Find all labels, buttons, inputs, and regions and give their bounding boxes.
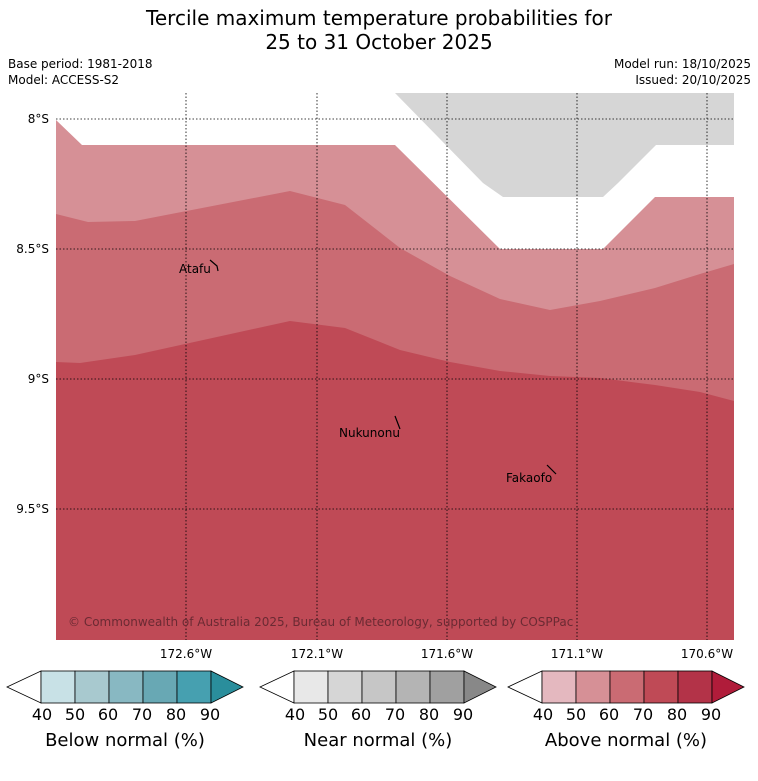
cbar-below-tick: 70 <box>131 705 153 724</box>
cbar-above-bin-5 <box>677 670 713 704</box>
cbar-above-tick: 50 <box>565 705 587 724</box>
cbar-above-tick: 90 <box>700 705 722 724</box>
cbar-near-bin-5 <box>429 670 465 704</box>
cbar-below-bin-4 <box>142 670 178 704</box>
cbar-near-bin-2 <box>327 670 363 704</box>
cbar-above-bin-2 <box>575 670 611 704</box>
cbar-near-bin-1 <box>293 670 329 704</box>
lon-label-170-6w: 170.6°W <box>681 647 733 661</box>
cbar-near-tick: 70 <box>384 705 406 724</box>
cbar-above-tick: 80 <box>666 705 688 724</box>
colorbar-below-normal <box>6 670 244 704</box>
cbar-above-bin-4 <box>643 670 679 704</box>
lat-label-8-5s: 8.5°S <box>16 242 49 256</box>
lat-label-9-5s: 9.5°S <box>16 502 49 516</box>
copyright-notice: © Commonwealth of Australia 2025, Bureau… <box>68 615 573 629</box>
cbar-near-tick: 80 <box>418 705 440 724</box>
meta-left: Base period: 1981-2018 Model: ACCESS-S2 <box>8 56 153 88</box>
map-title-line-1: Tercile maximum temperature probabilitie… <box>146 6 612 30</box>
cbar-below-tick: 50 <box>64 705 86 724</box>
cbar-above-tick: 70 <box>632 705 654 724</box>
cbar-below-tick: 90 <box>199 705 221 724</box>
cbar-above-bin-1 <box>541 670 577 704</box>
cbar-near-tick: 60 <box>350 705 372 724</box>
cbar-near-tick: 50 <box>317 705 339 724</box>
cbar-below-tick: 40 <box>31 705 53 724</box>
lon-label-172-6w: 172.6°W <box>160 647 212 661</box>
cbar-above-tick: 40 <box>532 705 554 724</box>
base-period: Base period: 1981-2018 <box>8 57 153 71</box>
cbar-near-tick: 90 <box>452 705 474 724</box>
cbar-above-tick: 60 <box>598 705 620 724</box>
meta-right: Model run: 18/10/2025 Issued: 20/10/2025 <box>614 56 751 88</box>
issued-date: Issued: 20/10/2025 <box>635 73 751 87</box>
model-name: Model: ACCESS-S2 <box>8 73 120 87</box>
cbar-near-min-arrow <box>259 670 295 704</box>
cbar-below-label: Below normal (%) <box>45 730 205 751</box>
lon-label-171-1w: 171.1°W <box>551 647 603 661</box>
place-label-fakaofo: Fakaofo <box>506 471 552 485</box>
model-run: Model run: 18/10/2025 <box>613 57 751 71</box>
cbar-below-tick: 80 <box>165 705 187 724</box>
map-canvas: Atafu Nukunonu Fakaofo 8°S 8.5°S 9°S 9.5… <box>16 93 734 661</box>
cbar-near-bin-3 <box>361 670 397 704</box>
cbar-below-bin-3 <box>108 670 144 704</box>
colorbar-above-normal <box>507 670 745 704</box>
lat-label-8s: 8°S <box>28 112 49 126</box>
graticule <box>56 93 734 640</box>
cbar-near-label: Near normal (%) <box>303 730 453 751</box>
lat-label-9s: 9°S <box>28 372 49 386</box>
place-label-nukunonu: Nukunonu <box>339 426 400 440</box>
fakaofo-island <box>546 464 557 475</box>
cbar-near-bin-4 <box>395 670 431 704</box>
cbar-above-max-arrow <box>711 670 745 704</box>
cbar-below-bin-2 <box>74 670 110 704</box>
cbar-above-min-arrow <box>507 670 543 704</box>
map-title-line-2: 25 to 31 October 2025 <box>265 30 493 54</box>
colorbar-near-normal <box>259 670 497 704</box>
cbar-below-bin-1 <box>40 670 76 704</box>
cbar-above-label: Above normal (%) <box>544 730 708 751</box>
cbar-below-tick: 60 <box>97 705 119 724</box>
place-label-atafu: Atafu <box>179 262 211 276</box>
cbar-below-min-arrow <box>6 670 42 704</box>
lon-label-172-1w: 172.1°W <box>291 647 343 661</box>
above-normal-70-region <box>56 321 734 640</box>
cbar-below-bin-5 <box>176 670 212 704</box>
atafu-island <box>209 259 219 272</box>
nukunonu-island <box>394 415 401 430</box>
cbar-near-max-arrow <box>463 670 497 704</box>
lon-label-171-6w: 171.6°W <box>421 647 473 661</box>
cbar-near-tick: 40 <box>284 705 306 724</box>
cbar-below-max-arrow <box>210 670 244 704</box>
cbar-above-bin-3 <box>609 670 645 704</box>
